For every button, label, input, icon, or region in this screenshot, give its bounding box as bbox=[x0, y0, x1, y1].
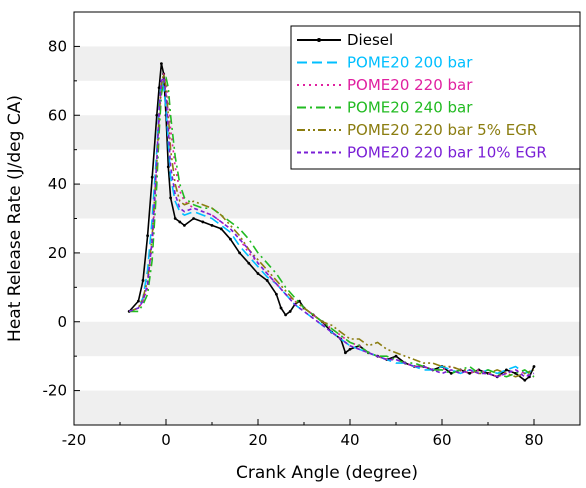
x-tick-label: 20 bbox=[248, 431, 267, 449]
x-tick-label: 80 bbox=[524, 431, 543, 449]
series-point bbox=[394, 354, 398, 358]
axis-ticks: -20 0 20 40 60 80 -20 0 20 40 60 80 bbox=[43, 11, 544, 449]
series-point bbox=[265, 279, 269, 282]
series-point bbox=[505, 368, 508, 372]
series-point bbox=[201, 220, 205, 224]
series-point bbox=[137, 299, 140, 303]
grid-band bbox=[74, 252, 580, 288]
series-point bbox=[344, 351, 347, 355]
series-point bbox=[532, 365, 536, 368]
series-point bbox=[166, 165, 170, 169]
legend-box bbox=[290, 25, 581, 170]
series-point bbox=[192, 217, 196, 220]
x-axis-title: Crank Angle (degree) bbox=[236, 463, 418, 483]
y-tick-label: -20 bbox=[43, 382, 68, 400]
series-point bbox=[146, 234, 150, 238]
y-axis-title: Heat Release Rate (J/deg CA) bbox=[5, 95, 25, 342]
legend-label: POME20 220 bar 5% EGR bbox=[347, 121, 537, 139]
series-layer bbox=[127, 62, 536, 382]
series-point bbox=[279, 306, 283, 310]
series-point bbox=[169, 196, 173, 200]
grid-band bbox=[74, 390, 580, 425]
series-point bbox=[284, 313, 287, 317]
series-point bbox=[160, 62, 163, 66]
series-point bbox=[238, 251, 242, 255]
series-point bbox=[468, 371, 471, 375]
legend: Diesel POME20 200 bar POME20 220 bar POME20… bbox=[290, 25, 581, 170]
y-tick-label: 40 bbox=[48, 175, 67, 193]
series-point bbox=[449, 371, 453, 375]
y-tick-label: 80 bbox=[48, 37, 67, 55]
y-tick-label: 60 bbox=[48, 106, 67, 124]
y-tick-label: 0 bbox=[57, 313, 67, 331]
series-point bbox=[219, 227, 223, 231]
y-tick-label: 20 bbox=[48, 244, 67, 262]
series-point bbox=[298, 299, 301, 303]
series-line-3 bbox=[129, 76, 535, 378]
series-line-4 bbox=[128, 73, 535, 378]
series-point bbox=[523, 378, 527, 382]
legend-marker bbox=[317, 38, 321, 42]
series-point bbox=[348, 347, 352, 351]
x-tick-label: 0 bbox=[161, 431, 171, 449]
legend-label: POME20 240 bar bbox=[347, 99, 473, 117]
series-point bbox=[155, 113, 159, 117]
series-point bbox=[178, 220, 182, 224]
x-tick-label: 60 bbox=[432, 431, 451, 449]
series-point bbox=[150, 175, 154, 179]
series-point bbox=[229, 237, 232, 241]
series-point bbox=[173, 217, 177, 220]
series-line-5 bbox=[128, 76, 535, 378]
legend-label: POME20 200 bar bbox=[347, 54, 473, 72]
series-point bbox=[141, 279, 145, 282]
x-tick-label: 40 bbox=[340, 431, 359, 449]
series-point bbox=[210, 223, 214, 227]
legend-label: Diesel bbox=[347, 31, 393, 49]
legend-label: POME20 220 bar bbox=[347, 76, 473, 94]
series-point bbox=[288, 310, 292, 313]
series-point bbox=[256, 272, 260, 275]
series-point bbox=[275, 292, 278, 296]
x-tick-label: -20 bbox=[62, 431, 87, 449]
series-point bbox=[183, 223, 186, 227]
legend-label: POME20 220 bar 10% EGR bbox=[347, 144, 547, 162]
grid-band bbox=[74, 184, 580, 219]
series-point bbox=[157, 86, 161, 90]
series-point bbox=[247, 261, 251, 265]
